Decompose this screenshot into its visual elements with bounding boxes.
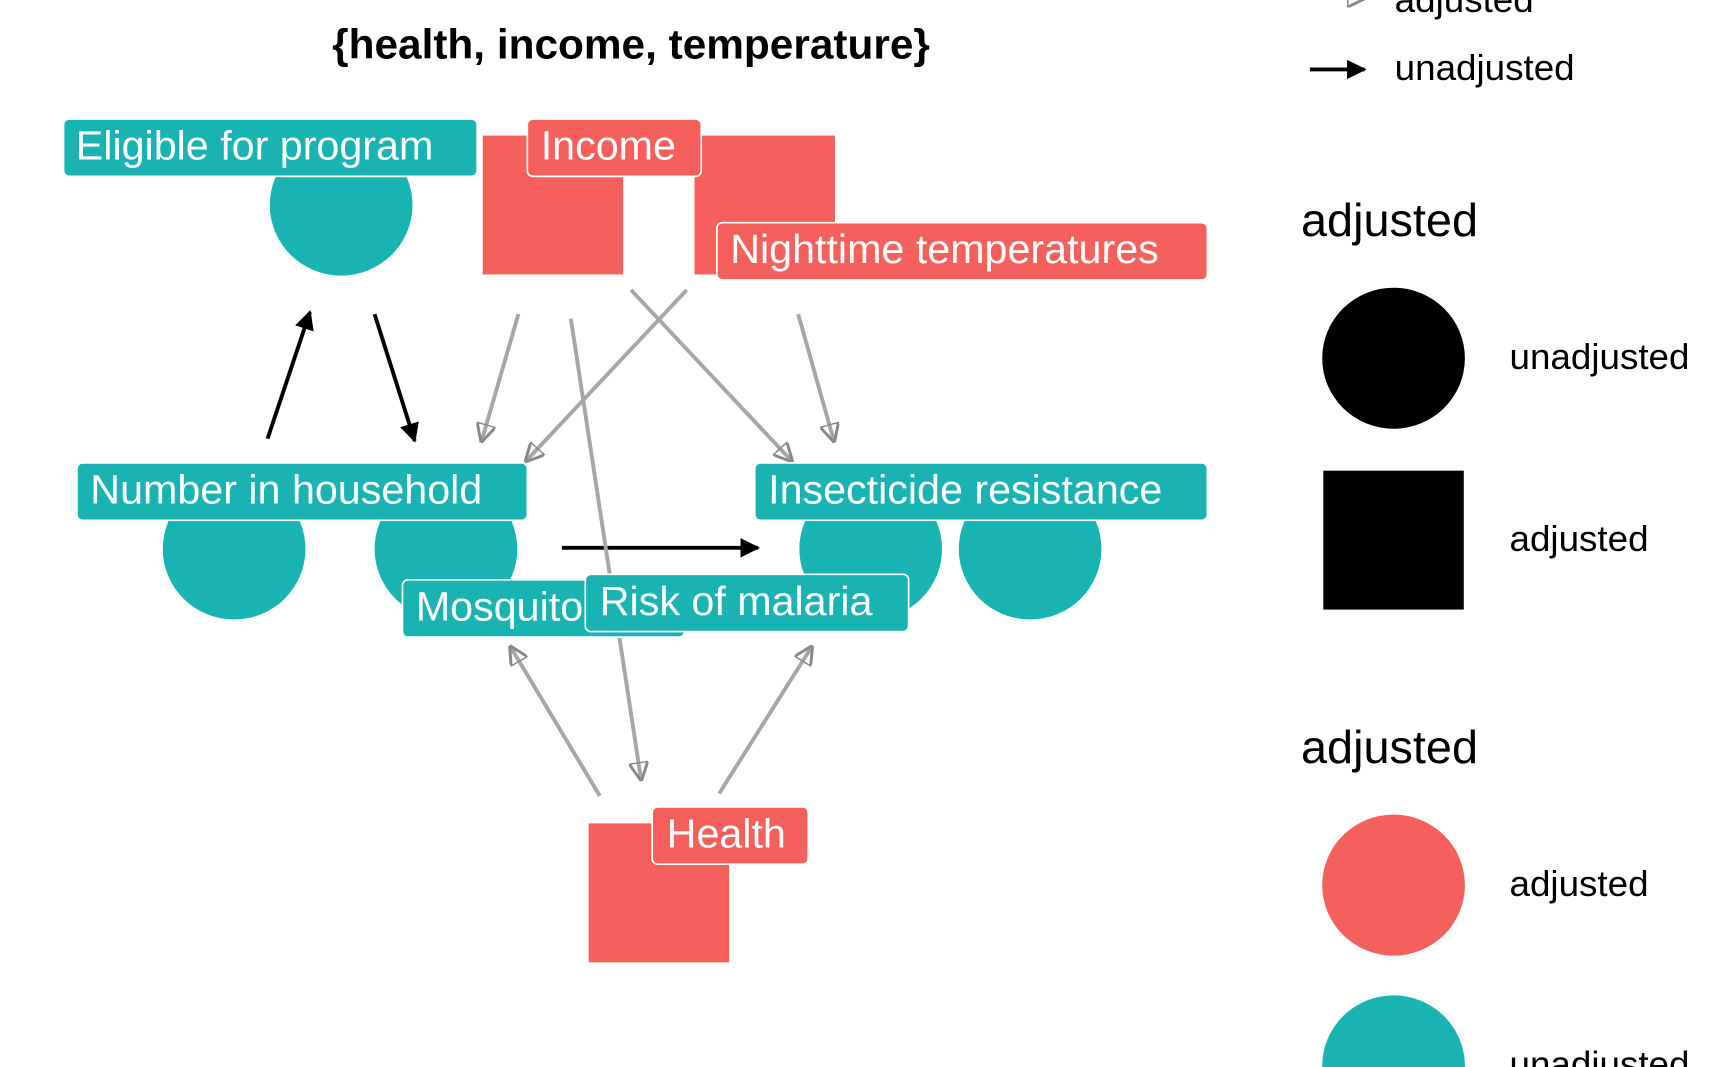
legend-key <box>1322 287 1465 429</box>
legend-key <box>1323 470 1464 610</box>
legend-label: unadjusted <box>1509 336 1689 377</box>
legend-label: adjusted <box>1509 518 1648 559</box>
edge <box>717 647 812 795</box>
legend-key <box>1322 814 1465 956</box>
edge <box>482 313 521 441</box>
edge <box>372 313 419 443</box>
node-label-text: Risk of malaria <box>600 578 873 624</box>
edge <box>526 288 689 461</box>
node-label-text: Number in household <box>90 467 482 513</box>
node-label-text: Insecticide resistance <box>768 467 1162 513</box>
node-label-text: Eligible for program <box>76 123 434 169</box>
edge <box>568 318 641 780</box>
edge <box>796 313 834 441</box>
legend-title: adjusted <box>1301 194 1478 246</box>
legend-title: adjusted <box>1301 721 1478 773</box>
node-label-text: Income <box>541 123 676 169</box>
legend-label: unadjusted <box>1395 47 1575 88</box>
node-label: Risk of malaria <box>584 573 910 633</box>
node-label: Insecticide resistance <box>753 462 1209 522</box>
edge <box>511 647 602 797</box>
node-label: Number in household <box>76 462 529 522</box>
node-label: Nighttime temperatures <box>716 221 1209 281</box>
title: {health, income, temperature} <box>332 21 930 68</box>
legend-label: adjusted <box>1395 0 1534 20</box>
edge <box>629 288 792 461</box>
node-label: Eligible for program <box>62 118 478 178</box>
node-label-text: Nighttime temperatures <box>730 226 1159 272</box>
edge <box>265 310 314 440</box>
node-label: Income <box>526 118 703 178</box>
node-label-text: Health <box>667 811 786 857</box>
legend-label: unadjusted <box>1509 1044 1689 1067</box>
legend-key <box>1322 995 1465 1067</box>
node-label: Health <box>651 806 810 866</box>
legend-label: adjusted <box>1509 863 1648 904</box>
